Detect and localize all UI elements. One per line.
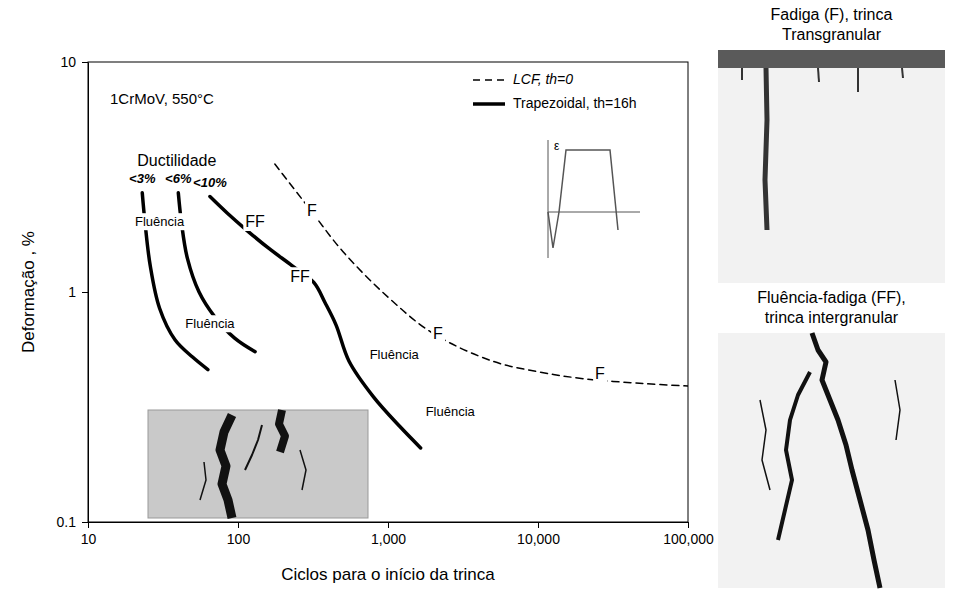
x-axis: 10 100 1,000 10,000 100,000 [81,522,714,547]
micrograph-crack [857,68,859,92]
tick: 100,000 [663,522,714,547]
micrograph-crack [741,68,743,80]
legend: LCF, th=0 Trapezoidal, th=16h [473,71,637,111]
series-label: <10% [193,175,227,190]
waveform-label: ε [554,139,560,153]
micrograph-crack [818,68,819,82]
inset-crack [245,425,262,470]
waveform-path [548,150,618,248]
series-label: <6% [165,171,192,186]
inset-crack [220,415,232,518]
tick: 1,000 [371,522,406,547]
legend-label: Trapezoidal, th=16h [513,95,637,111]
tick: 0.1 [57,514,88,530]
label-patch [305,201,319,220]
annotation: FF [290,268,310,285]
micrograph-surface [718,50,945,68]
tick-label: 100 [227,531,251,547]
micrograph-crack [812,333,880,588]
tick-mark [388,522,389,528]
micrograph-crack [765,68,767,230]
label-patch [368,346,422,363]
label-patch [593,364,607,383]
inset-crack [279,410,285,452]
legend-swatch [473,79,505,81]
tick: 1 [68,284,88,300]
micrograph-crack [895,380,900,440]
y-axis: 0.1 1 10 [57,54,89,530]
legend-label: LCF, th=0 [513,71,573,87]
series-line [275,164,688,386]
annotation: F [595,365,605,382]
tick: 100 [227,522,251,547]
series-label: <3% [129,171,156,186]
annotation: Fluência [135,214,185,229]
micrograph-crack [760,400,770,490]
micrograph [718,333,945,588]
waveform-icon: ε [548,139,640,258]
micrograph-crack [902,68,903,78]
waveform-axis [548,212,640,213]
tick: 10,000 [517,522,560,547]
micrograph-crack [778,372,810,540]
micrograph-panel: Fluência-fadiga (FF), trinca intergranula… [718,289,945,588]
inset-background [148,410,368,518]
tick-label: 100,000 [663,531,714,547]
tick-label: 10,000 [517,531,560,547]
legend-swatch [473,102,505,106]
labels: <3%<6%<10%DuctilidadeFluênciaFluênciaFFF… [129,152,607,420]
series-line [210,197,421,448]
y-axis-title: Deformação , % [19,231,38,353]
annotation: Fluência [426,404,476,419]
tick-mark [82,292,88,293]
annotation: F [307,202,317,219]
panel-title: Fluência-fadiga (FF), [757,289,906,306]
tick-label: 0.1 [57,514,77,530]
label-patch [424,403,478,420]
axis-line [88,63,89,523]
annotation: FF [245,213,265,230]
inset-image [148,410,368,518]
tick-label: 1 [68,284,76,300]
title: 1CrMoV, 550°C [110,90,214,107]
annotation: Fluência [185,316,235,331]
plot-frame [88,62,688,522]
tick-label: 10 [60,54,76,70]
label-patch [288,267,312,286]
tick-mark [82,522,88,523]
tick-mark [82,62,88,63]
x-axis-title: Ciclos para o início da trinca [281,565,495,584]
micrograph-panel: Fadiga (F), trinca Transgranular [718,6,945,283]
tick-mark [88,522,89,528]
chart: 10 100 1,000 10,000 100,000 0.1 1 10 Ciclos para… [0,0,953,592]
inset-crack [300,450,306,490]
panel-title: Transgranular [782,26,882,43]
tick-mark [688,522,689,528]
annotation: Fluência [370,347,420,362]
label-patch [133,213,187,230]
plot-area [142,164,688,448]
tick-label: 1,000 [371,531,406,547]
label-patch [243,212,267,231]
tick-mark [238,522,239,528]
panel-title: Fadiga (F), trinca [771,6,893,23]
panel-title: trinca intergranular [765,309,899,326]
tick-mark [538,522,539,528]
ductility-title: Ductilidade [137,152,216,169]
label-patch [431,324,445,343]
inset-crack [200,462,206,500]
tick-label: 10 [81,531,97,547]
waveform-axis [548,140,549,258]
tick: 10 [60,54,88,70]
label-patch [183,315,237,332]
tick: 10 [81,522,97,547]
annotation: F [433,325,443,342]
micrograph [718,50,945,283]
